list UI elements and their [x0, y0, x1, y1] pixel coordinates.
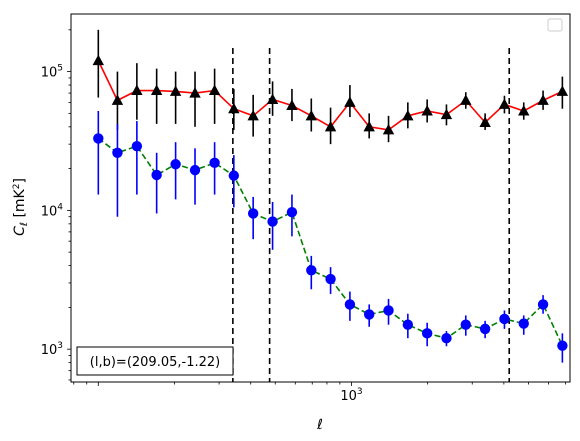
x-tick-label: 103	[340, 387, 362, 404]
x-axis: 103	[73, 382, 566, 404]
series-0-point	[286, 99, 298, 110]
series-1-point	[131, 141, 143, 152]
legend-box	[547, 18, 563, 32]
series-1-point	[325, 273, 336, 285]
series-1-point	[151, 169, 162, 181]
series-0-point	[402, 109, 414, 121]
series-0-point	[460, 94, 472, 105]
y-tick-label: 105	[41, 64, 63, 81]
series-1-point	[228, 170, 240, 181]
series-0	[92, 29, 569, 145]
y-axis: 103 104 105	[41, 29, 71, 381]
series-0-point	[189, 87, 201, 98]
series-1-point	[209, 157, 220, 169]
series-1-point	[518, 318, 529, 329]
series-1-point	[499, 313, 510, 325]
series-0-point	[556, 85, 569, 96]
series-0-point	[208, 84, 221, 96]
series-0-point	[382, 123, 395, 135]
series-1-point	[306, 265, 317, 276]
series-0-point	[305, 109, 317, 121]
series-0-point	[440, 108, 453, 120]
y-axis-label: Cℓ [mK2]	[12, 178, 30, 236]
series-0-point	[266, 93, 279, 104]
annotation-text: (l,b)=(209.05,-1.22)	[90, 355, 220, 370]
series-0-point	[479, 116, 491, 127]
series-1-point	[363, 309, 375, 320]
series-0-point	[421, 105, 433, 116]
series-0-point	[498, 98, 511, 109]
series-1-point	[421, 328, 433, 339]
series-1-point	[383, 305, 394, 316]
series-0-point	[111, 94, 124, 105]
y-tick-label: 103	[41, 341, 63, 358]
series-1-point	[247, 208, 259, 219]
series-0-point	[363, 120, 375, 132]
series-0-point	[92, 54, 105, 66]
series-1-point	[267, 216, 278, 227]
plot-frame	[70, 13, 571, 383]
series-1-point	[170, 159, 181, 170]
y-tick-label: 104	[41, 202, 64, 219]
annotation-box: (l,b)=(209.05,-1.22)	[76, 346, 234, 376]
plot-background	[71, 14, 570, 382]
series-1-point	[537, 299, 549, 310]
series-1-point	[479, 323, 491, 335]
series-1-point	[189, 164, 201, 176]
series-1-point	[460, 319, 471, 330]
series-0-point	[131, 84, 143, 96]
series-0-point	[518, 105, 530, 116]
series-0-point	[247, 109, 259, 121]
series-1-point	[112, 147, 123, 158]
series-0-point	[150, 84, 163, 96]
series-1-point	[286, 207, 298, 218]
series-0-point	[324, 120, 337, 132]
series-1-point	[441, 332, 452, 344]
series-0-point	[537, 94, 549, 105]
series-1-point	[344, 299, 356, 310]
series-0-point	[169, 85, 182, 96]
series-layer	[92, 29, 569, 363]
series-0-point	[344, 96, 356, 107]
x-axis-label: ℓ	[316, 417, 323, 433]
series-0-point	[228, 102, 240, 114]
series-1-point	[93, 133, 104, 144]
series-1-point	[402, 319, 414, 330]
series-1-point	[557, 340, 568, 351]
series-1	[93, 111, 568, 363]
